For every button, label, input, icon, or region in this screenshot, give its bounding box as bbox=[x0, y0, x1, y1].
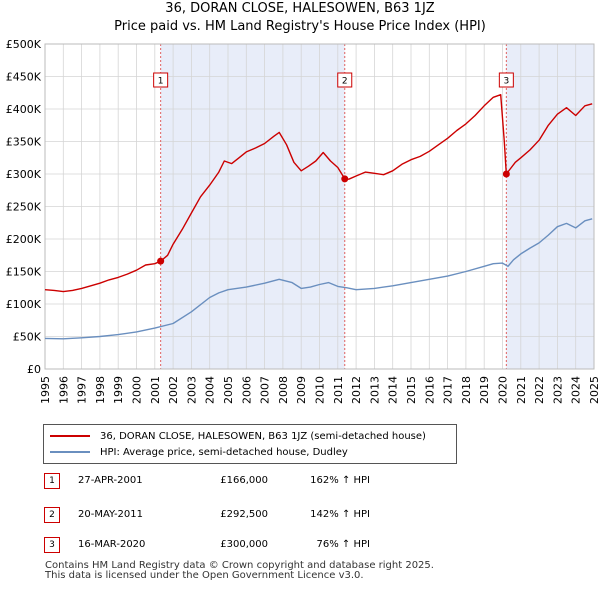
x-tick-label: 1998 bbox=[94, 376, 107, 404]
sale-date: 16-MAR-2020 bbox=[78, 539, 146, 550]
sale-label-number: 1 bbox=[158, 77, 164, 87]
footer-line-2: This data is licensed under the Open Gov… bbox=[45, 570, 364, 581]
x-tick-label: 2002 bbox=[167, 376, 180, 404]
x-tick-label: 2013 bbox=[368, 376, 381, 404]
sale-price: £166,000 bbox=[220, 475, 268, 486]
y-tick-label: £500K bbox=[6, 38, 42, 51]
legend-item-property: 36, DORAN CLOSE, HALESOWEN, B63 1JZ (sem… bbox=[50, 428, 426, 444]
x-tick-label: 1995 bbox=[39, 376, 52, 404]
series-line-property bbox=[44, 94, 593, 293]
x-tick-label: 2021 bbox=[515, 376, 528, 404]
x-tick-label: 2003 bbox=[185, 376, 198, 404]
legend-label-hpi: HPI: Average price, semi-detached house,… bbox=[100, 446, 348, 458]
x-tick-label: 2010 bbox=[314, 376, 327, 404]
y-tick-label: £200K bbox=[6, 233, 42, 246]
sale-point bbox=[341, 175, 349, 183]
legend-item-hpi: HPI: Average price, semi-detached house,… bbox=[50, 444, 348, 460]
x-tick-label: 2011 bbox=[332, 376, 345, 404]
plot-frame bbox=[44, 43, 595, 370]
x-tick-label: 2001 bbox=[149, 376, 162, 404]
sale-badge: 3 bbox=[44, 537, 60, 553]
y-tick-label: £300K bbox=[6, 168, 42, 181]
sale-label-number: 2 bbox=[342, 77, 348, 87]
x-tick-label: 2014 bbox=[387, 376, 400, 404]
x-tick-label: 2000 bbox=[131, 376, 144, 404]
y-tick-label: £50K bbox=[13, 331, 42, 344]
sale-hpi-change: 162% ↑ HPI bbox=[310, 475, 370, 486]
sale-label-box bbox=[337, 72, 353, 88]
x-tick-label: 1999 bbox=[112, 376, 125, 404]
x-tick-label: 2005 bbox=[222, 376, 235, 404]
y-tick-label: £150K bbox=[6, 266, 42, 279]
legend-swatch-hpi bbox=[50, 451, 90, 453]
footer-note: Contains HM Land Registry data © Crown c… bbox=[45, 561, 434, 581]
x-tick-label: 2022 bbox=[533, 376, 546, 404]
x-tick-label: 2025 bbox=[588, 376, 600, 404]
y-tick-label: £400K bbox=[6, 103, 42, 116]
x-tick-label: 2024 bbox=[570, 376, 583, 404]
sale-date: 20-MAY-2011 bbox=[78, 509, 144, 520]
table-row: 1 27-APR-2001 £166,000 162% ↑ HPI bbox=[0, 473, 600, 493]
x-tick-label: 2016 bbox=[423, 376, 436, 404]
sale-point bbox=[157, 257, 165, 265]
y-tick-label: £0 bbox=[27, 363, 41, 376]
x-tick-label: 2009 bbox=[295, 376, 308, 404]
sale-label-number: 3 bbox=[503, 77, 509, 87]
sale-price: £292,500 bbox=[220, 509, 268, 520]
sale-label-box bbox=[153, 72, 169, 88]
sale-point bbox=[502, 170, 510, 178]
x-tick-label: 1996 bbox=[57, 376, 70, 404]
x-tick-label: 2015 bbox=[405, 376, 418, 404]
x-tick-label: 2006 bbox=[240, 376, 253, 404]
sale-badge: 1 bbox=[44, 473, 60, 489]
x-tick-label: 2019 bbox=[478, 376, 491, 404]
x-tick-label: 2017 bbox=[442, 376, 455, 404]
x-tick-label: 1997 bbox=[76, 376, 89, 404]
sale-price: £300,000 bbox=[220, 539, 268, 550]
y-tick-label: £350K bbox=[6, 136, 42, 149]
sale-hpi-change: 142% ↑ HPI bbox=[310, 509, 370, 520]
series-line-hpi bbox=[44, 218, 593, 340]
x-tick-label: 2007 bbox=[259, 376, 272, 404]
x-tick-label: 2018 bbox=[460, 376, 473, 404]
sale-hpi-change: 76% ↑ HPI bbox=[316, 539, 370, 550]
x-tick-label: 2023 bbox=[551, 376, 564, 404]
chart-title: 36, DORAN CLOSE, HALESOWEN, B63 1JZ bbox=[165, 1, 435, 16]
y-tick-label: £100K bbox=[6, 298, 42, 311]
table-row: 3 16-MAR-2020 £300,000 76% ↑ HPI bbox=[0, 537, 600, 557]
x-tick-label: 2020 bbox=[497, 376, 510, 404]
legend: 36, DORAN CLOSE, HALESOWEN, B63 1JZ (sem… bbox=[43, 424, 457, 464]
legend-swatch-property bbox=[50, 435, 90, 437]
y-tick-label: £250K bbox=[6, 201, 42, 214]
chart-subtitle: Price paid vs. HM Land Registry's House … bbox=[114, 19, 486, 34]
x-tick-label: 2004 bbox=[204, 376, 217, 404]
y-tick-label: £450K bbox=[6, 71, 42, 84]
sale-label-box bbox=[498, 72, 514, 88]
legend-label-property: 36, DORAN CLOSE, HALESOWEN, B63 1JZ (sem… bbox=[100, 430, 426, 442]
table-row: 2 20-MAY-2011 £292,500 142% ↑ HPI bbox=[0, 507, 600, 527]
sale-date: 27-APR-2001 bbox=[78, 475, 143, 486]
price-chart: 1 2 3 £0 £50K £100K £150K £200K £250K £300K £350K £… bbox=[6, 38, 600, 404]
x-tick-label: 2008 bbox=[277, 376, 290, 404]
footer-line-1: Contains HM Land Registry data © Crown c… bbox=[45, 560, 434, 571]
sale-badge: 2 bbox=[44, 507, 60, 523]
x-tick-label: 2012 bbox=[350, 376, 363, 404]
